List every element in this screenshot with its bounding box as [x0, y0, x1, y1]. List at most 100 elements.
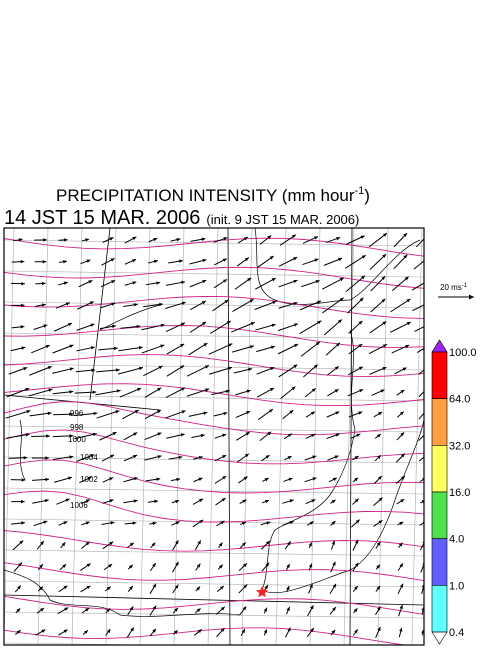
wind-arrow-head: [111, 303, 115, 306]
wind-arrow-head: [21, 260, 25, 263]
wind-arrow: [414, 254, 432, 269]
wind-arrow: [29, 366, 52, 375]
wind-arrow: [118, 367, 143, 374]
wind-arrow-head: [43, 238, 47, 241]
wind-arrow: [419, 410, 427, 420]
isobar: [4, 267, 424, 288]
isobar: [4, 596, 424, 614]
boundary-line: [90, 228, 110, 400]
parallel: [4, 271, 424, 277]
wind-arrow-head: [112, 325, 116, 328]
colorbar-segment: [432, 399, 447, 446]
meridian: [208, 228, 218, 645]
colorbar-label: 4.0: [449, 534, 464, 546]
wind-arrow-head: [115, 410, 119, 413]
wind-arrow: [345, 255, 365, 268]
colorbar-segment: [432, 585, 447, 632]
parallel: [4, 612, 424, 618]
meridian: [412, 228, 422, 645]
colorbar-segment: [432, 539, 447, 586]
scale-arrow-head: [469, 295, 474, 300]
title-text: PRECIPITATION INTENSITY (mm hour: [56, 186, 355, 205]
wind-arrow: [300, 321, 322, 334]
wind-arrow-head: [24, 456, 28, 459]
wind-arrow-head: [312, 477, 316, 480]
wind-arrow: [419, 388, 427, 396]
wind-arrow-head: [43, 521, 47, 524]
wind-arrow-head: [428, 254, 432, 258]
wind-arrow-head: [332, 541, 335, 545]
wind-arrow-head: [289, 478, 293, 481]
meridian: [276, 228, 286, 645]
wind-arrow-head: [86, 521, 90, 524]
colorbar-label: 1.0: [449, 580, 464, 592]
wind-arrow-head: [430, 300, 434, 303]
wind-arrow-head: [23, 367, 27, 370]
meridian: [310, 228, 320, 645]
wind-arrow-head: [315, 259, 319, 262]
meridian: [4, 228, 14, 645]
meridian: [344, 228, 354, 645]
wind-arrow-head: [21, 500, 25, 503]
coastline: [20, 420, 25, 480]
wind-arrow-head: [117, 389, 121, 392]
scale-text: 20 ms: [440, 283, 462, 292]
meridian: [242, 228, 252, 645]
isobar: [4, 355, 424, 377]
wind-arrow-head: [43, 260, 47, 263]
scale-label: 20 ms-1: [440, 283, 468, 292]
wind-arrow-head: [42, 282, 46, 285]
isobar-label: 1006: [70, 501, 88, 510]
wind-arrow: [322, 278, 343, 289]
wind-arrow-head: [110, 499, 114, 502]
wind-arrow-head: [160, 345, 164, 348]
boundary-line: [350, 228, 352, 645]
wind-arrow-head: [427, 323, 431, 326]
wind-arrow-head: [400, 605, 403, 609]
parallel: [4, 643, 424, 649]
time: 14 JST 15 MAR. 2006: [4, 207, 200, 229]
wind-arrow-head: [290, 521, 294, 524]
wind-arrow: [415, 323, 432, 331]
wind-arrow-head: [336, 237, 340, 240]
wind-arrow-head: [42, 303, 46, 306]
isobar: [4, 628, 424, 648]
colorbar: 100.064.032.016.04.01.00.4: [432, 340, 477, 644]
wind-arrow-head: [316, 280, 320, 283]
colorbar-top: [432, 340, 447, 352]
wind-arrow: [420, 541, 425, 550]
wind-arrow: [416, 233, 429, 247]
wind-arrow: [419, 455, 427, 461]
colorbar-segment: [432, 492, 447, 539]
colorbar-bottom: [432, 632, 447, 644]
wind-arrow-head: [45, 456, 49, 459]
meridian: [140, 228, 150, 645]
title: PRECIPITATION INTENSITY (mm hour-1): [56, 185, 370, 205]
isobar: [4, 563, 424, 581]
wind-arrow-head: [153, 522, 157, 525]
wind-arrow: [412, 300, 433, 311]
isobar: [4, 491, 424, 522]
init: (init. 9 JST 15 MAR. 2006): [206, 212, 359, 227]
isobar: [4, 326, 424, 348]
colorbar-segment: [432, 445, 447, 492]
wind-arrow-head: [203, 411, 207, 414]
wind-arrow-head: [202, 238, 206, 241]
isobar-label: 996: [70, 409, 84, 418]
wind-arrow-head: [91, 346, 95, 349]
boundary-line: [228, 228, 230, 645]
wind-arrow-head: [182, 410, 186, 413]
wind-arrow-head: [177, 238, 181, 241]
wind-arrow-head: [222, 434, 226, 437]
wind-arrow: [95, 390, 120, 395]
wind-arrow-head: [294, 323, 298, 326]
isobar: [4, 531, 424, 552]
colorbar-label: 64.0: [449, 394, 470, 406]
wind-arrow-head: [93, 390, 97, 393]
parallel: [4, 550, 424, 556]
colorbar-label: 100.0: [449, 347, 477, 359]
wind-arrow-head: [430, 277, 434, 280]
wind-arrow-head: [201, 434, 205, 437]
